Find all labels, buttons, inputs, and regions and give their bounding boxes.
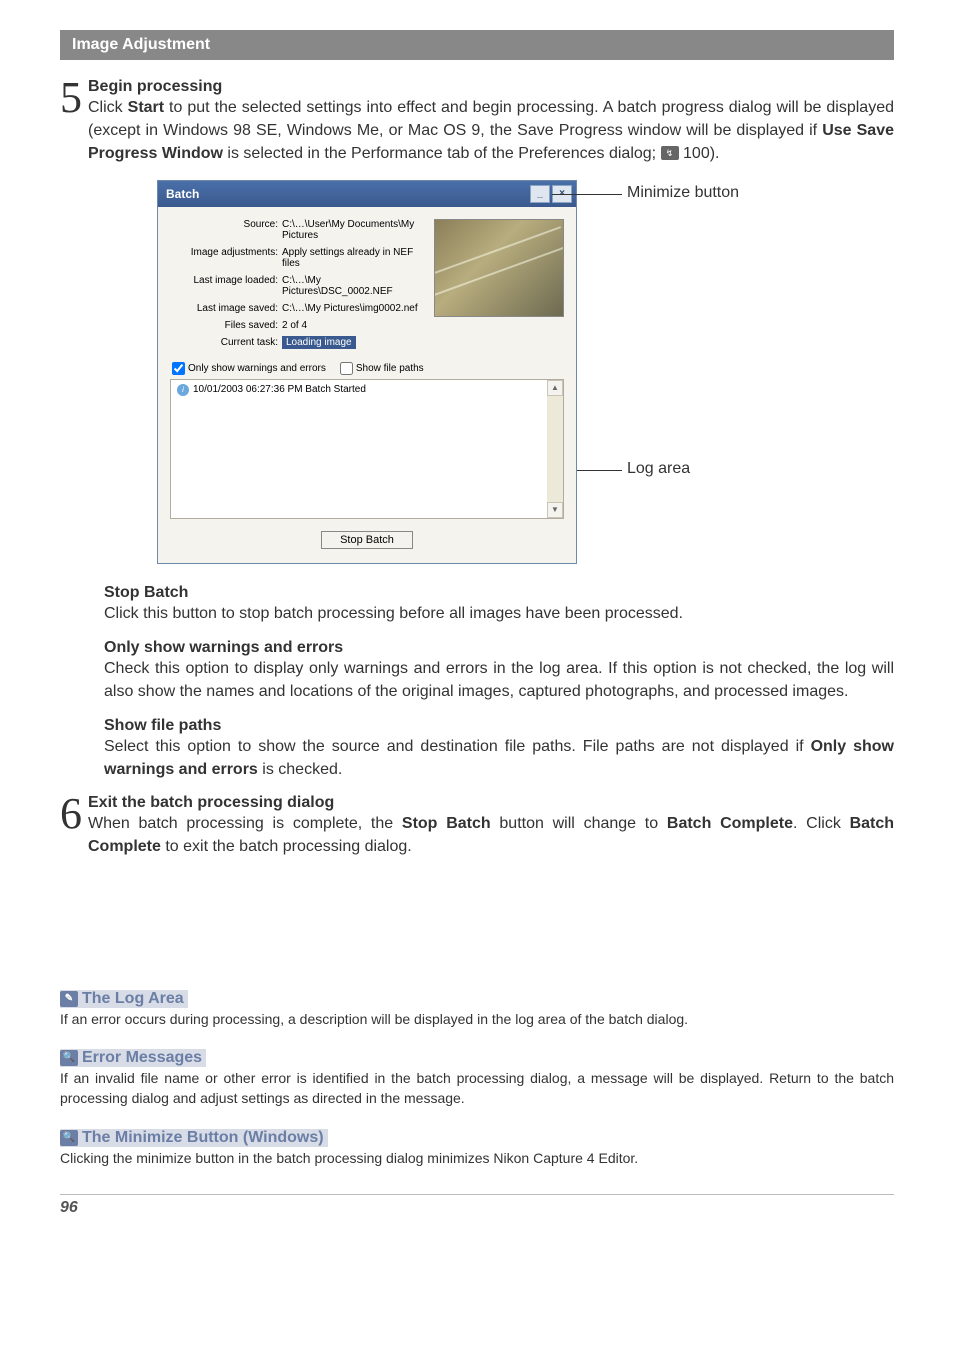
show-paths-t1: Select this option to show the source an… [104, 738, 811, 755]
note-error-messages: 🔍 Error Messages If an invalid file name… [60, 1047, 894, 1108]
row-saved: Last image saved: C:\…\My Pictures\img00… [170, 303, 422, 314]
value-task: Loading image [282, 336, 356, 349]
log-scrollbar[interactable]: ▲ ▼ [547, 380, 563, 518]
step-5-title: Begin processing [88, 78, 894, 96]
note-log-area: ✎ The Log Area If an error occurs during… [60, 988, 894, 1030]
batch-dialog-checkboxes: Only show warnings and errors Show file … [158, 362, 576, 379]
label-adjust: Image adjustments: [170, 247, 282, 269]
show-paths-text: Select this option to show the source an… [104, 735, 894, 781]
row-source: Source: C:\…\User\My Documents\My Pictur… [170, 219, 422, 241]
log-line-0: i 10/01/2003 06:27:36 PM Batch Started [171, 380, 563, 400]
log-line-0-text: 10/01/2003 06:27:36 PM Batch Started [193, 384, 366, 395]
minimize-button[interactable]: _ [530, 185, 550, 203]
value-adjust: Apply settings already in NEF files [282, 247, 422, 269]
batch-log-box: i 10/01/2003 06:27:36 PM Batch Started ▲… [170, 379, 564, 519]
scroll-down-icon[interactable]: ▼ [547, 502, 563, 518]
step-5-number: 5 [60, 78, 82, 118]
batch-dialog-title-text: Batch [166, 187, 199, 201]
check-only-warnings[interactable]: Only show warnings and errors [172, 362, 326, 375]
row-task: Current task: Loading image [170, 337, 422, 348]
stop-batch-button[interactable]: Stop Batch [321, 531, 413, 549]
only-warnings-heading: Only show warnings and errors [104, 639, 894, 657]
label-loaded: Last image loaded: [170, 275, 282, 297]
stop-batch-heading: Stop Batch [104, 584, 894, 602]
step6-b1: Stop Batch [402, 815, 491, 832]
show-paths-t2: is checked. [258, 761, 342, 778]
callout-line-minimize [552, 194, 622, 195]
batch-dialog-info: Source: C:\…\User\My Documents\My Pictur… [170, 219, 422, 354]
step6-t2: button will change to [491, 815, 667, 832]
step5-t1: Click [88, 99, 128, 116]
batch-dialog: Batch _ × Source: C:\…\User\My Documents… [157, 180, 577, 564]
row-loaded: Last image loaded: C:\…\My Pictures\DSC_… [170, 275, 422, 297]
show-paths-heading: Show file paths [104, 717, 894, 735]
step5-page-ref: 100). [683, 145, 719, 162]
check-only-warnings-label: Only show warnings and errors [188, 363, 326, 374]
step-6-text: When batch processing is complete, the S… [88, 812, 894, 858]
step-6-number: 6 [60, 794, 82, 834]
value-source: C:\…\User\My Documents\My Pictures [282, 219, 422, 241]
label-task: Current task: [170, 337, 282, 348]
stop-batch-text: Click this button to stop batch processi… [104, 602, 894, 625]
batch-dialog-titlebar: Batch _ × [158, 181, 576, 207]
check-only-warnings-input[interactable] [172, 362, 185, 375]
callout-line-log [577, 470, 622, 471]
note-error-text: If an invalid file name or other error i… [60, 1069, 894, 1108]
step-5-text: Click Start to put the selected settings… [88, 96, 894, 166]
check-show-paths-label: Show file paths [356, 363, 424, 374]
page-number: 96 [60, 1194, 894, 1217]
step5-start-word: Start [128, 99, 164, 116]
pencil-icon: ✎ [60, 991, 78, 1007]
row-files: Files saved: 2 of 4 [170, 320, 422, 331]
section-header-bar: Image Adjustment [60, 30, 894, 60]
note-minimize: 🔍 The Minimize Button (Windows) Clicking… [60, 1127, 894, 1169]
value-files: 2 of 4 [282, 320, 422, 331]
step6-t1: When batch processing is complete, the [88, 815, 402, 832]
batch-thumbnail [434, 219, 564, 317]
value-loaded: C:\…\My Pictures\DSC_0002.NEF [282, 275, 422, 297]
note-minimize-text: Clicking the minimize button in the batc… [60, 1149, 894, 1169]
note-log-area-title: The Log Area [82, 990, 184, 1008]
step6-b2: Batch Complete [667, 815, 793, 832]
note-error-title: Error Messages [82, 1049, 202, 1067]
batch-dialog-figure: Batch _ × Source: C:\…\User\My Documents… [157, 180, 797, 564]
value-saved: C:\…\My Pictures\img0002.nef [282, 303, 422, 314]
check-show-paths-input[interactable] [340, 362, 353, 375]
step-6: 6 Exit the batch processing dialog When … [60, 794, 894, 858]
info-icon: i [177, 384, 189, 396]
step6-t4: to exit the batch processing dialog. [161, 838, 412, 855]
label-files: Files saved: [170, 320, 282, 331]
note-minimize-title: The Minimize Button (Windows) [82, 1129, 324, 1147]
row-adjust: Image adjustments: Apply settings alread… [170, 247, 422, 269]
callout-log-label: Log area [627, 460, 690, 478]
scroll-up-icon[interactable]: ▲ [547, 380, 563, 396]
step6-t3: . Click [793, 815, 850, 832]
label-source: Source: [170, 219, 282, 241]
callout-minimize-label: Minimize button [627, 184, 739, 202]
only-warnings-text: Check this option to display only warnin… [104, 657, 894, 703]
step5-t3: is selected in the Performance tab of th… [223, 145, 661, 162]
preferences-icon: ↯ [661, 146, 679, 160]
step-6-title: Exit the batch processing dialog [88, 794, 894, 812]
label-saved: Last image saved: [170, 303, 282, 314]
step5-t2: to put the selected settings into effect… [88, 99, 894, 139]
magnify-icon-2: 🔍 [60, 1130, 78, 1146]
step-5: 5 Begin processing Click Start to put th… [60, 78, 894, 166]
magnify-icon: 🔍 [60, 1050, 78, 1066]
note-log-area-text: If an error occurs during processing, a … [60, 1010, 894, 1030]
check-show-paths[interactable]: Show file paths [340, 362, 424, 375]
